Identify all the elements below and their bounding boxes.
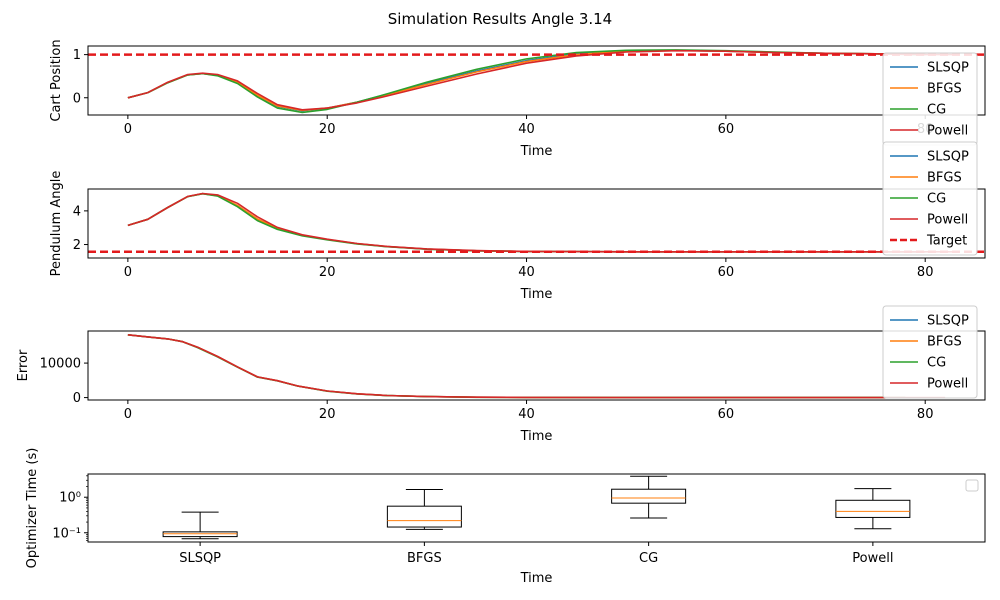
- panel-2: 0 20 40 60 80 2 4 Time Pendulum Angle: [49, 171, 986, 302]
- panel-3-legend-label-slsqp: SLSQP: [927, 314, 969, 329]
- panel-2-xlabel: Time: [520, 287, 553, 302]
- panel-3-frame: [87, 330, 986, 401]
- panel-1-xtick-label: 0: [124, 122, 132, 137]
- panel-3-legend: [882, 305, 978, 399]
- panel-1-xtick-label: 60: [718, 122, 735, 137]
- panel-1-legend-label-cg: CG: [927, 103, 946, 118]
- panel-4-xtick-label: BFGS: [407, 551, 442, 566]
- panel-2-xtick-label: 60: [718, 265, 735, 280]
- panel-3-xtick-label: 20: [319, 407, 336, 422]
- panel-1-ylabel: Cart Position: [49, 39, 64, 121]
- panel-2-xtick-label: 0: [124, 265, 132, 280]
- panel-4-ytick-label: 10⁻¹: [52, 526, 81, 541]
- panel-3-xtick-label: 80: [917, 407, 934, 422]
- panel-4-xtick-label: SLSQP: [179, 551, 221, 566]
- figure-title: Simulation Results Angle 3.14: [388, 10, 612, 28]
- panel-3-series-slsqp: [127, 334, 906, 399]
- panel-4-box-bfgs: [386, 488, 462, 530]
- panel-1-frame: [87, 45, 986, 116]
- panel-2-xtick-label: 80: [917, 265, 934, 280]
- panel-4-xtick-label: CG: [639, 551, 658, 566]
- panel-2-legend-label-slsqp: SLSQP: [927, 150, 969, 165]
- panel-2-legend-label-bfgs: BFGS: [927, 171, 962, 186]
- panel-1-series-powell: [127, 49, 956, 111]
- panel-2-xtick-label: 40: [518, 265, 535, 280]
- panel-1-ytick-label: 0: [73, 91, 81, 106]
- panel-2-ylabel: Pendulum Angle: [49, 171, 64, 277]
- panel-2-ytick-label: 2: [73, 238, 81, 253]
- panel-2-legend-label-powell: Powell: [927, 213, 968, 228]
- panel-1: 02040608001TimeCart Position: [49, 39, 986, 159]
- panel-3-ytick-label: 10000: [40, 357, 81, 372]
- panel-3-series-cg: [127, 334, 906, 399]
- panel-2-plot-area: [88, 192, 985, 254]
- panel-1-series-cg: [127, 49, 926, 114]
- panel-4-frame: [87, 473, 986, 543]
- panel-4-box-powell: [835, 488, 911, 530]
- panel-3: 0 20 40 60 80 0 10000 Time Error: [16, 330, 986, 444]
- panel-2-series-slsqp: [127, 192, 926, 253]
- panel-2-xtick-label: 20: [319, 265, 336, 280]
- panel-1-xtick-label: 20: [319, 122, 336, 137]
- panel-4-box-slsqp-iqr: [162, 531, 238, 538]
- panel-1-legend-label-bfgs: BFGS: [927, 82, 962, 97]
- panel-4-box-cg-iqr: [611, 488, 687, 504]
- panel-3-legend-label-bfgs: BFGS: [927, 335, 962, 350]
- panel-4: SLSQP BFGS CG Powell 10⁻¹ 10⁰ Time Optimizer Ti…: [25, 448, 986, 586]
- panel-3-ylabel: Error: [16, 349, 31, 381]
- panel-2-legend-label-target: Target: [926, 234, 967, 249]
- panel-3-legend-label-powell: Powell: [927, 377, 968, 392]
- panel-4-box-slsqp: [162, 511, 238, 540]
- panel-4-legend: [965, 479, 979, 492]
- panel-3-legend-label-cg: CG: [927, 356, 946, 371]
- panel-4-box-bfgs-iqr: [386, 505, 462, 528]
- panel-1-legend-label-slsqp: SLSQP: [927, 61, 969, 76]
- panel-1-legend-label-powell: Powell: [927, 124, 968, 139]
- panel-2-series-bfgs: [127, 192, 926, 253]
- panel-2-series-cg: [127, 192, 926, 253]
- panel-3-xlabel: Time: [520, 429, 553, 444]
- panel-4-box-powell-iqr: [835, 499, 911, 518]
- panel-4-xlabel: Time: [520, 571, 553, 586]
- panel-4-ytick-label: 10⁰: [59, 491, 81, 506]
- panel-1-xtick-label: 40: [518, 122, 535, 137]
- panel-4-ylabel: Optimizer Time (s): [25, 448, 40, 569]
- panel-2-legend: [882, 141, 978, 256]
- panel-2-series-powell: [127, 192, 956, 253]
- panel-4-box-cg: [611, 475, 687, 519]
- panel-3-series-bfgs: [127, 334, 906, 399]
- panel-2-frame: [87, 188, 986, 259]
- panel-3-xtick-label: 40: [518, 407, 535, 422]
- panel-3-xtick-label: 0: [124, 407, 132, 422]
- panel-1-xlabel: Time: [520, 144, 553, 159]
- panel-3-xtick-label: 60: [718, 407, 735, 422]
- panel-1-plot-area: [88, 49, 985, 114]
- panel-3-series-powell: [127, 334, 946, 399]
- panel-4-plot-area: [162, 475, 911, 540]
- panel-3-plot-area: [127, 334, 946, 399]
- panel-2-legend-label-cg: CG: [927, 192, 946, 207]
- panel-1-ytick-label: 1: [73, 48, 81, 63]
- panel-4-xtick-label: Powell: [852, 551, 893, 566]
- panel-3-ytick-label: 0: [73, 391, 81, 406]
- panel-2-ytick-label: 4: [73, 204, 81, 219]
